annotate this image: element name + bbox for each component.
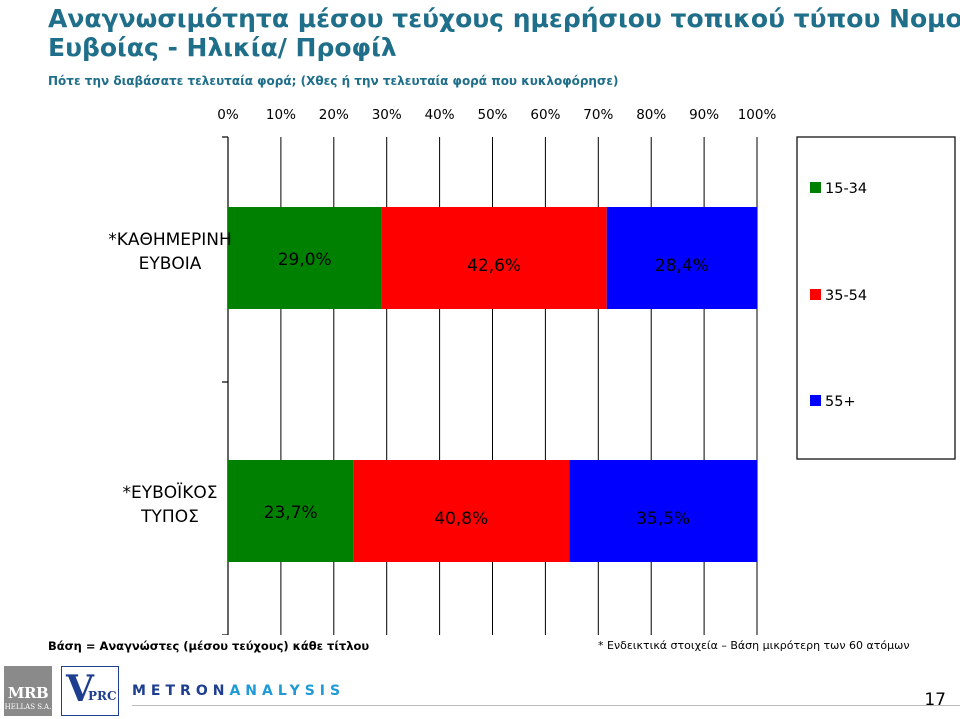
bar-35-54-2 — [353, 460, 570, 562]
mrb-logo: MRB HELLAS S.A. — [4, 666, 52, 716]
category-label: ΕΥΒΟΙΑ — [139, 254, 202, 274]
metron-logo-part1: METRON — [132, 683, 230, 699]
metron-logo-part2: ANALYSIS — [229, 683, 346, 699]
x-tick-label: 40% — [425, 107, 455, 123]
vprc-logo: V PRC — [61, 666, 119, 716]
page-number: 17 — [924, 690, 946, 710]
vprc-logo-text: PRC — [88, 689, 117, 703]
indicative-note: * Ενδεικτικά στοιχεία – Βάση μικρότερη τ… — [598, 639, 910, 652]
data-label: 23,7% — [264, 503, 318, 523]
mrb-logo-text: MRB — [7, 684, 49, 702]
metron-analysis-logo: METRONANALYSIS — [132, 683, 345, 699]
data-label: 28,4% — [655, 256, 709, 276]
category-label: ΤΥΠΟΣ — [140, 507, 199, 527]
x-tick-label: 70% — [583, 107, 613, 123]
bar-15-34-2 — [228, 460, 354, 562]
x-tick-label: 60% — [530, 107, 560, 123]
data-label: 42,6% — [467, 256, 521, 276]
legend-label: 55+ — [825, 394, 856, 410]
footer-divider — [132, 705, 960, 706]
data-label: 29,0% — [278, 250, 332, 270]
page-title-line1: Αναγνωσιμότητα μέσου τεύχους ημερήσιου τ… — [48, 4, 960, 33]
legend-swatch-55+ — [810, 395, 821, 406]
bar-55+-2 — [569, 460, 757, 562]
bar-35-54-1 — [381, 207, 607, 309]
x-tick-label: 20% — [319, 107, 349, 123]
data-label: 35,5% — [636, 509, 690, 529]
x-tick-label: 10% — [266, 107, 296, 123]
x-tick-label: 0% — [217, 107, 239, 123]
data-label: 40,8% — [434, 509, 488, 529]
bar-15-34-1 — [228, 207, 382, 309]
legend-swatch-35-54 — [810, 289, 821, 300]
page-title-line2: Ευβοίας - Ηλικία/ Προφίλ — [48, 33, 397, 62]
legend-box — [796, 136, 956, 460]
category-label: *ΚΑΘΗΜΕΡΙΝΗ — [108, 230, 232, 250]
page-title: Αναγνωσιμότητα μέσου τεύχους ημερήσιου τ… — [48, 4, 960, 62]
vprc-logo-v: V — [66, 668, 94, 710]
category-label: *ΕΥΒΟΪΚΟΣ — [123, 482, 218, 503]
stacked-bar-chart: 0% 10% 20% 30% 40% 50% 60% 70% 80% 90% 100% *ΚΑΘΗΜΕ… — [108, 107, 956, 635]
x-tick-label: 50% — [477, 107, 507, 123]
base-note: Βάση = Αναγνώστες (μέσου τεύχους) κάθε τ… — [48, 639, 370, 653]
x-tick-label: 90% — [689, 107, 719, 123]
page-subtitle: Πότε την διαβάσατε τελευταία φορά; (Χθες… — [48, 74, 619, 88]
bar-55+-1 — [606, 207, 757, 309]
legend-swatch-15-34 — [810, 182, 821, 193]
mrb-logo-subtext: HELLAS S.A. — [4, 703, 52, 711]
legend-label: 35-54 — [825, 288, 867, 304]
x-tick-label: 80% — [636, 107, 666, 123]
legend-label: 15-34 — [825, 181, 867, 197]
x-tick-label: 100% — [738, 107, 777, 123]
x-tick-label: 30% — [372, 107, 402, 123]
